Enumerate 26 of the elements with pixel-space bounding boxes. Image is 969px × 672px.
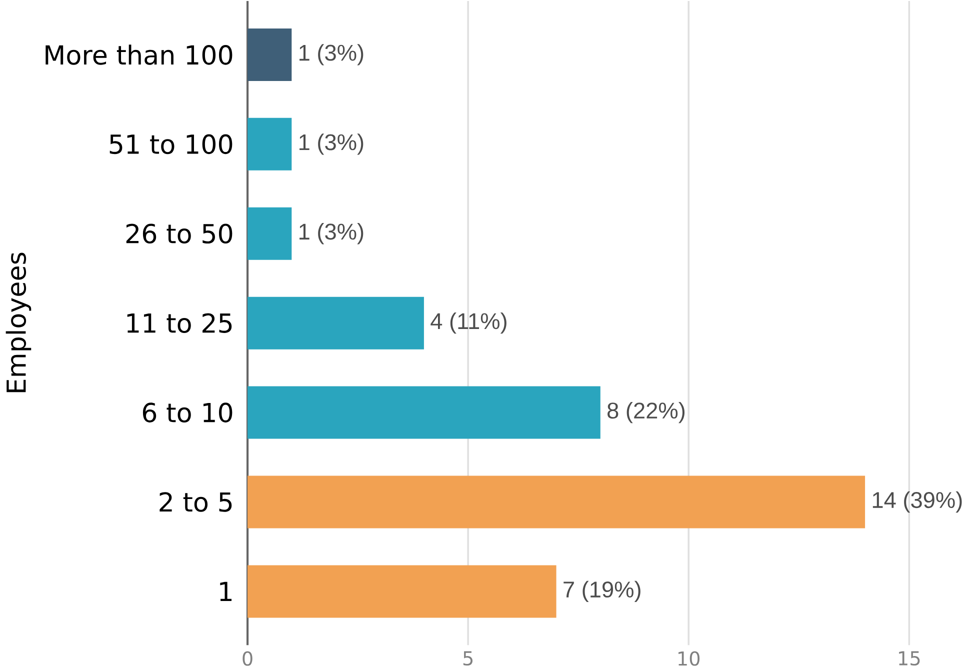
bar [248, 386, 600, 439]
data-label: 1 (3%) [300, 44, 364, 66]
bar [248, 28, 292, 82]
bar [248, 208, 292, 260]
data-label: 8 (22%) [608, 402, 684, 424]
bar [248, 565, 556, 618]
data-label: 7 (19%) [564, 581, 640, 602]
y-tick-label: 6 to 10 [142, 402, 232, 423]
data-label: 1 (3%) [300, 134, 364, 155]
y-tick-label: 26 to 50 [126, 224, 232, 244]
data-label: 1 (3%) [300, 223, 364, 244]
x-tick-label: 0 [242, 651, 252, 666]
x-tick-label: 5 [463, 651, 472, 666]
bar [248, 476, 866, 528]
bar [248, 297, 424, 350]
y-tick-label: 51 to 100 [110, 134, 232, 154]
y-tick-label: 1 [220, 582, 232, 602]
y-axis-title: Employees [6, 252, 32, 392]
data-label: 14 (39%) [872, 492, 962, 513]
x-tick-label: 15 [899, 651, 920, 666]
x-tick-label: 10 [678, 651, 700, 666]
y-tick-label: 2 to 5 [160, 492, 232, 512]
y-tick-label: 11 to 25 [127, 313, 232, 334]
data-label: 4 (11%) [430, 312, 506, 334]
y-tick-label: More than 100 [46, 44, 232, 66]
bar [248, 118, 292, 171]
